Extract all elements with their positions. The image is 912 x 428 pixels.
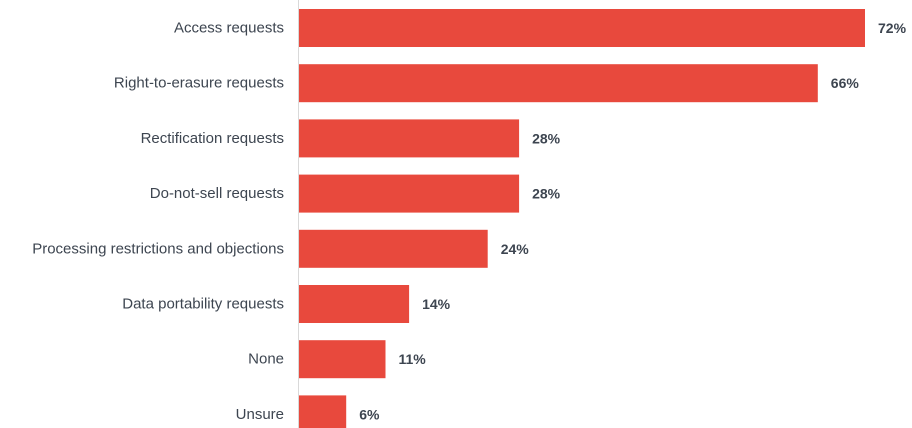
bars-group xyxy=(299,9,865,428)
bar xyxy=(299,340,386,379)
value-label: 28% xyxy=(532,130,561,146)
category-label: Processing restrictions and objections xyxy=(32,240,284,257)
category-label: None xyxy=(248,351,284,368)
category-label: Do-not-sell requests xyxy=(150,185,284,202)
bar xyxy=(299,9,865,47)
value-label: 11% xyxy=(399,351,427,367)
value-label: 72% xyxy=(878,20,907,36)
value-label: 28% xyxy=(532,186,561,202)
category-label: Rectification requests xyxy=(141,130,284,147)
bar xyxy=(299,229,488,268)
value-label: 66% xyxy=(831,75,860,91)
category-labels-group: Access requests Right-to-erasure requests… xyxy=(32,20,284,423)
category-label: Access requests xyxy=(174,20,284,37)
bar xyxy=(299,285,410,323)
value-label: 14% xyxy=(422,296,451,312)
value-labels-group: 72% 66% 28% 28% 24% 14% 11% 6% xyxy=(359,20,906,422)
bar xyxy=(299,395,347,428)
category-label: Data portability requests xyxy=(122,296,284,313)
bar xyxy=(299,174,520,213)
bar xyxy=(299,119,520,158)
category-label: Unsure xyxy=(236,406,284,423)
value-label: 24% xyxy=(501,241,530,257)
bar xyxy=(299,64,818,103)
value-label: 6% xyxy=(359,406,380,422)
category-label: Right-to-erasure requests xyxy=(114,75,284,92)
